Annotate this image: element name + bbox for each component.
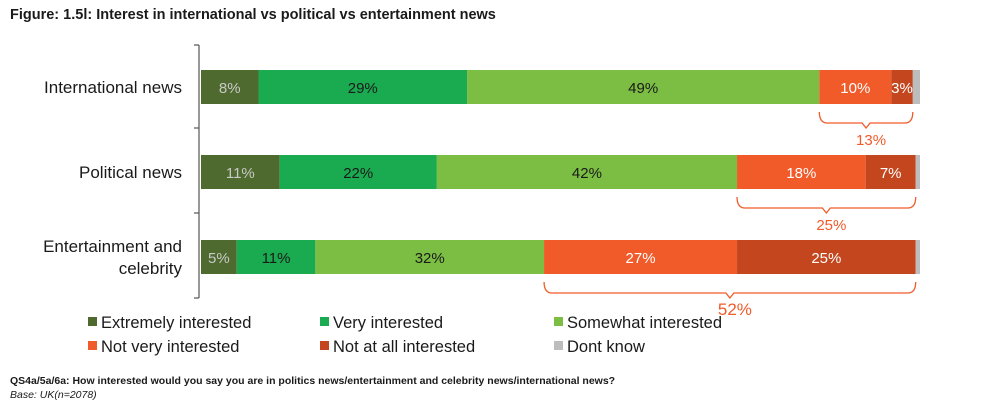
- bracket-total-entertainment-and-celebrity: 52%: [718, 300, 752, 319]
- legend-label-somewhat-interested: Somewhat interested: [567, 314, 722, 332]
- bar-entertainment-and-celebrity-somewhat-interested: [315, 240, 545, 274]
- bar-political-news-very-interested: [279, 155, 437, 189]
- footnote-question: QS4a/5a/6a: How interested would you say…: [10, 375, 616, 387]
- category-label-2: Entertainment and celebrity: [43, 237, 182, 278]
- bracket-total-international-news: 13%: [856, 132, 886, 149]
- bar-international-news-extremely-interested: [201, 70, 259, 104]
- data-label-political-news-not-at-all-interested: 7%: [880, 165, 902, 182]
- bar-entertainment-and-celebrity-extremely-interested: [201, 240, 237, 274]
- bracket-total-political-news: 25%: [816, 217, 846, 234]
- bracket-entertainment-and-celebrity: [543, 281, 917, 300]
- bar-political-news-extremely-interested: [201, 155, 280, 189]
- bar-international-news-not-at-all-interested: [891, 70, 913, 104]
- bar-international-news-not-very-interested: [819, 70, 892, 104]
- bar-political-news-not-at-all-interested: [865, 155, 916, 189]
- bar-political-news-somewhat-interested: [436, 155, 738, 189]
- data-label-entertainment-and-celebrity-not-very-interested: 27%: [626, 250, 656, 267]
- bracket-international-news: [818, 111, 914, 130]
- data-label-political-news-somewhat-interested: 42%: [572, 165, 602, 182]
- legend-swatch-not-very-interested: [88, 341, 97, 350]
- legend-swatch-extremely-interested: [88, 317, 97, 326]
- legend-swatch-dont-know: [554, 341, 563, 350]
- data-label-political-news-extremely-interested: 11%: [226, 165, 255, 182]
- bar-international-news-very-interested: [258, 70, 468, 104]
- data-label-international-news-very-interested: 29%: [348, 80, 378, 97]
- bracket-political-news: [736, 196, 917, 215]
- legend-label-very-interested: Very interested: [333, 314, 443, 332]
- data-label-entertainment-and-celebrity-somewhat-interested: 32%: [415, 250, 445, 267]
- data-label-political-news-very-interested: 22%: [343, 165, 373, 182]
- legend-label-extremely-interested: Extremely interested: [101, 314, 251, 332]
- data-label-entertainment-and-celebrity-very-interested: 11%: [262, 250, 291, 267]
- legend-swatch-somewhat-interested: [554, 317, 563, 326]
- legend-label-not-at-all-interested: Not at all interested: [333, 338, 475, 356]
- bar-political-news-not-very-interested: [737, 155, 866, 189]
- legend-label-not-very-interested: Not very interested: [101, 338, 239, 356]
- bar-international-news-dont-know: [912, 70, 920, 104]
- category-label-1: Political news: [79, 163, 182, 182]
- bar-international-news-somewhat-interested: [467, 70, 820, 104]
- legend-label-dont-know: Dont know: [567, 338, 645, 356]
- figure-title: Figure: 1.5l: Interest in international …: [10, 7, 496, 23]
- bar-entertainment-and-celebrity-not-at-all-interested: [737, 240, 916, 274]
- data-label-international-news-not-very-interested: 10%: [840, 80, 870, 97]
- legend-swatch-not-at-all-interested: [320, 341, 329, 350]
- data-label-entertainment-and-celebrity-not-at-all-interested: 25%: [811, 250, 841, 267]
- data-label-international-news-somewhat-interested: 49%: [628, 80, 658, 97]
- legend-swatch-very-interested: [320, 317, 329, 326]
- category-label-0: International news: [44, 78, 182, 97]
- data-label-entertainment-and-celebrity-extremely-interested: 5%: [208, 250, 230, 267]
- bar-entertainment-and-celebrity-very-interested: [236, 240, 316, 274]
- footnote-base: Base: UK(n=2078): [10, 389, 97, 401]
- bar-entertainment-and-celebrity-not-very-interested: [544, 240, 738, 274]
- data-label-international-news-extremely-interested: 8%: [219, 80, 241, 97]
- bar-political-news-dont-know: [915, 155, 920, 189]
- bar-entertainment-and-celebrity-dont-know: [915, 240, 920, 274]
- data-label-political-news-not-very-interested: 18%: [786, 165, 816, 182]
- data-label-international-news-not-at-all-interested: 3%: [891, 80, 913, 97]
